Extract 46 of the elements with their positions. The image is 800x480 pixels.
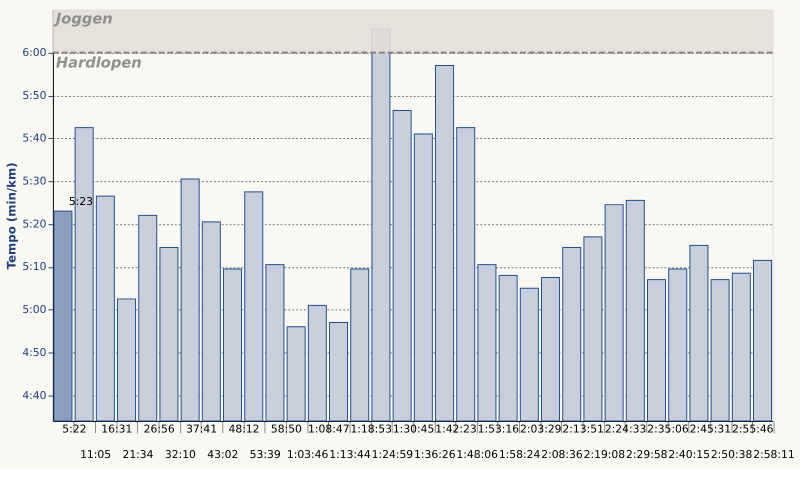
x-tick-label: 2:55:46 [732, 422, 774, 436]
x-tick-label: 16:31 [101, 422, 132, 436]
y-tick-label: 6:00 [22, 46, 47, 60]
x-tick-label: 2:45:31 [690, 422, 732, 436]
y-tick-label: 5:40 [22, 132, 47, 145]
x-tick-label: 2:50:38 [710, 448, 752, 461]
x-tick-label: 1:24:59 [372, 448, 414, 461]
x-tick-label: 5:22 [62, 422, 86, 436]
x-tick-label: 2:58:11 [753, 448, 795, 461]
band-label: Joggen [52, 10, 113, 28]
x-tick-label: 1:36:26 [414, 448, 456, 461]
x-tick-label: 1:03:46 [286, 448, 328, 461]
x-tick-label: 2:29:58 [626, 448, 668, 461]
x-tick-label: 32:10 [164, 448, 196, 461]
x-tick-label: 1:30:45 [392, 422, 434, 436]
x-tick-label: 1:53:16 [478, 422, 520, 436]
y-tick-label: 5:10 [22, 260, 47, 274]
y-tick-label: 5:30 [22, 174, 47, 188]
y-tick-label: 5:20 [22, 217, 47, 230]
x-tick-label: 1:18:53 [350, 422, 392, 436]
x-tick-label: 2:35:06 [647, 422, 689, 436]
y-tick-label: 4:50 [22, 346, 47, 359]
y-tick-label: 5:50 [22, 88, 47, 102]
x-tick-label: 1:13:44 [329, 448, 371, 461]
x-tick-label: 1:42:23 [435, 422, 477, 436]
x-tick-label: 2:08:36 [541, 448, 583, 461]
y-tick-label: 4:40 [22, 388, 47, 402]
x-tick-label: 2:24:33 [604, 422, 646, 436]
x-tick-label: 11:05 [80, 448, 112, 461]
x-tick-label: 21:34 [122, 448, 154, 461]
x-tick-label: 2:03:29 [520, 422, 562, 436]
x-tick-label: 2:13:51 [562, 422, 604, 436]
x-tick-label: 1:48:06 [456, 448, 498, 461]
y-tick-label: 5:00 [22, 303, 47, 316]
x-tick-label: 1:58:24 [498, 448, 540, 461]
x-tick-label: 37:41 [186, 422, 218, 436]
x-tick-label: 48:12 [228, 422, 260, 436]
x-tick-label: 58:50 [270, 422, 302, 436]
x-tick-label: 53:39 [250, 448, 281, 461]
y-axis-title: Tempo (min/km) [4, 162, 18, 270]
x-tick-label: 26:56 [144, 422, 175, 436]
x-tick-label: 2:40:15 [668, 448, 710, 461]
x-tick-label: 1:08:47 [308, 422, 350, 436]
x-tick-label: 2:19:08 [584, 448, 626, 461]
ref-line-label: Hardlopen [56, 54, 142, 72]
x-tick-label: 43:02 [207, 448, 238, 461]
